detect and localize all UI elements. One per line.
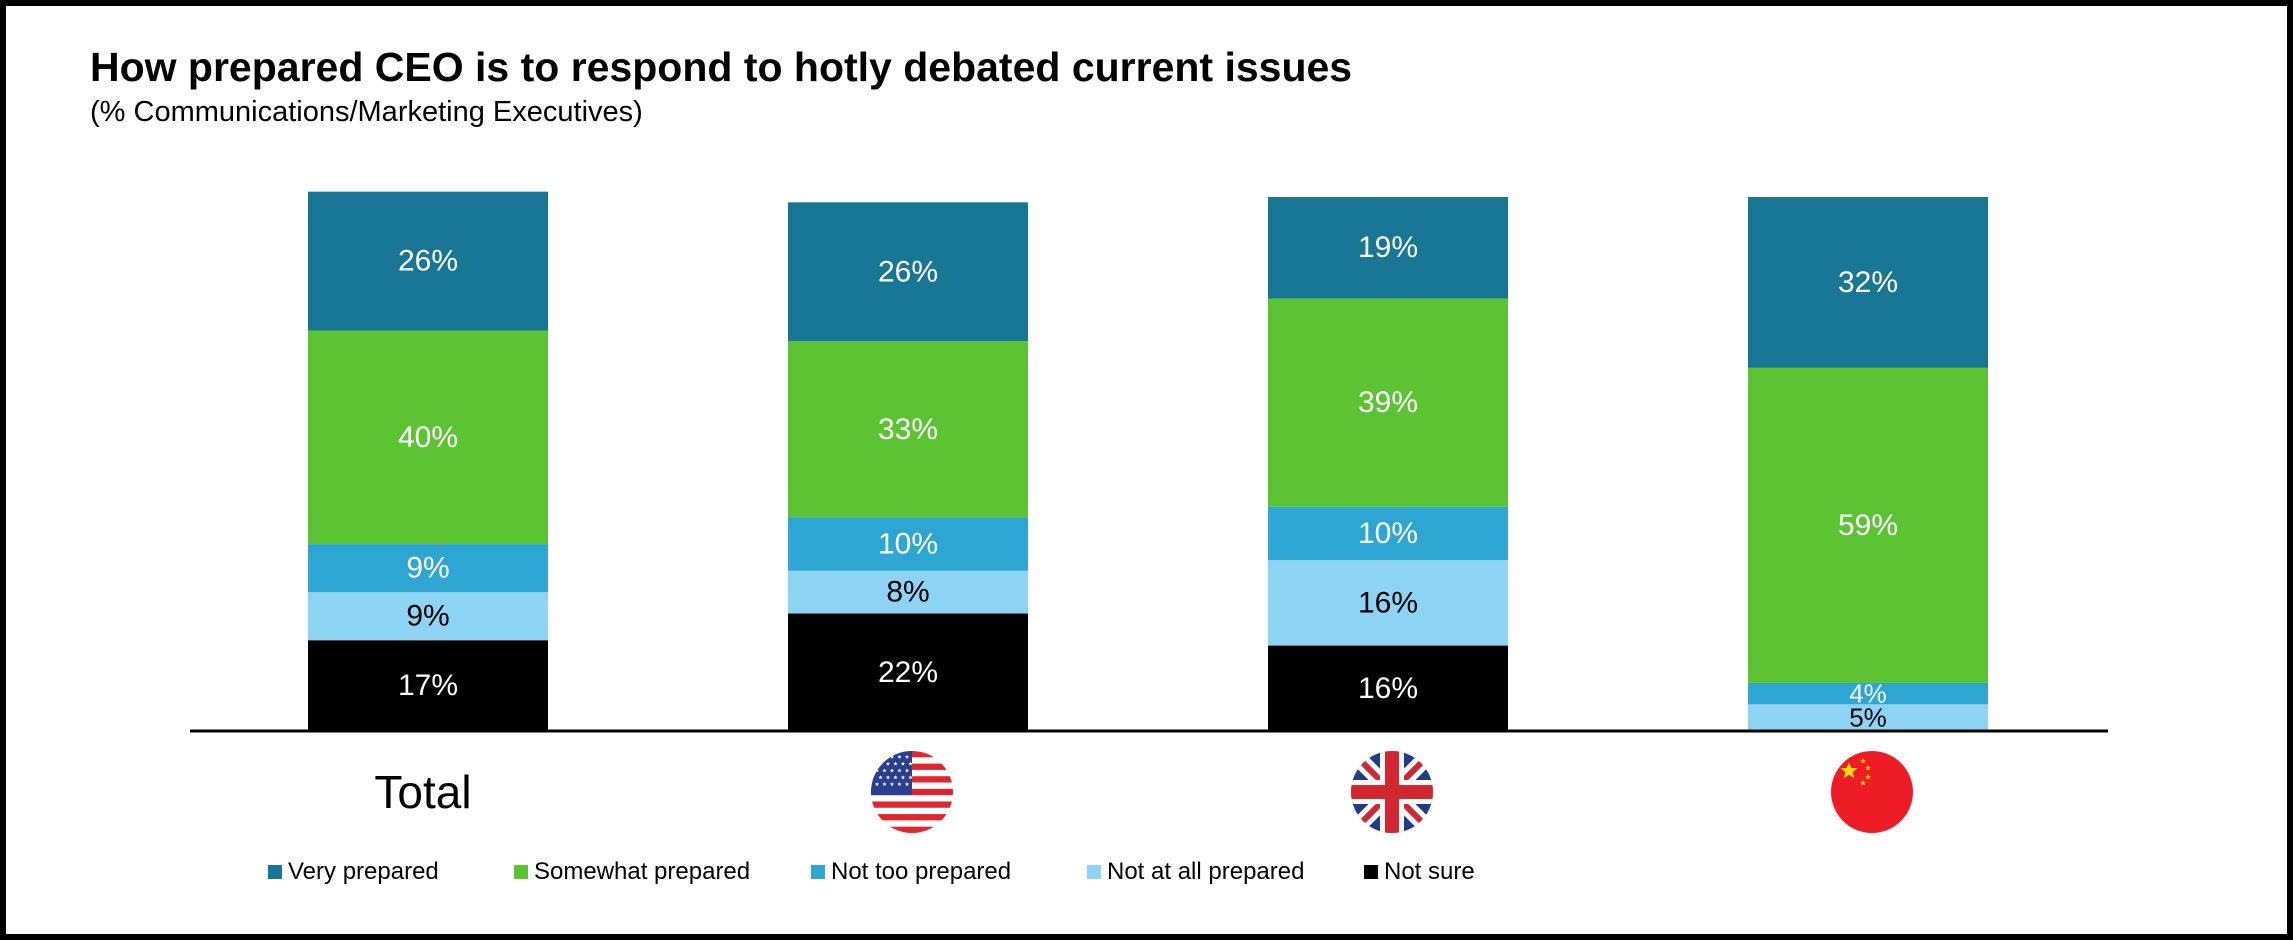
legend-swatch	[268, 865, 282, 879]
bar-segment-very-prepared	[788, 202, 1028, 342]
legend-swatch	[514, 865, 528, 879]
data-label: 17%	[398, 669, 458, 702]
bar-segment-not-too-prepared	[1748, 682, 1988, 705]
bar-segment-somewhat-prepared	[788, 341, 1028, 518]
legend-label: Somewhat prepared	[534, 858, 751, 885]
data-label: 59%	[1838, 509, 1898, 542]
data-label: 4%	[1849, 679, 1887, 709]
data-label: 19%	[1358, 231, 1418, 264]
data-label: 39%	[1358, 386, 1418, 419]
bar-stack: 5%4% 59% 32%	[1748, 197, 1988, 733]
data-label: 40%	[398, 421, 458, 454]
bar-segment-not-sure	[1268, 645, 1508, 731]
legend-item-not-sure: Not sure	[1364, 858, 1484, 886]
legend-label: Not too prepared	[831, 858, 1012, 885]
bar-segment-not-sure	[308, 640, 548, 731]
legend-label: Not sure	[1384, 858, 1475, 885]
legend-item-very-prepared: Very prepared	[268, 858, 514, 886]
bar-stack: 22% 8% 10% 33% 26%	[788, 202, 1028, 731]
bar-segment-not-too-prepared	[308, 544, 548, 593]
bar-segment-somewhat-prepared	[1268, 298, 1508, 507]
x-tick-label: Total	[374, 766, 471, 818]
data-label: 5%	[1849, 703, 1887, 733]
data-label: 22%	[878, 656, 938, 689]
legend-item-not-too-prepared: Not too prepared	[811, 858, 1087, 886]
data-label: 33%	[878, 413, 938, 446]
bar-stack: 16% 16% 10% 39% 19%	[1268, 197, 1508, 731]
legend-label: Not at all prepared	[1107, 858, 1305, 885]
bar-segment-very-prepared	[1748, 197, 1988, 368]
legend-swatch	[1087, 865, 1101, 879]
bar-segment-not-at-all-prepared	[788, 570, 1028, 614]
data-label: 8%	[886, 576, 929, 609]
data-label: 9%	[406, 552, 449, 585]
data-label: 10%	[1358, 517, 1418, 550]
chart-legend: Very prepared Somewhat prepared Not too pr…	[268, 858, 1484, 886]
data-label: 32%	[1838, 266, 1898, 299]
bar-segment-somewhat-prepared	[1748, 367, 1988, 683]
data-label: 9%	[406, 600, 449, 633]
legend-item-not-at-all-prepared: Not at all prepared	[1087, 858, 1364, 886]
bar-segment-very-prepared	[1268, 197, 1508, 299]
uk-flag-icon	[1351, 751, 1433, 833]
legend-label: Very prepared	[288, 858, 439, 885]
bar-segment-not-at-all-prepared	[1748, 704, 1988, 731]
bar-segment-not-at-all-prepared	[308, 592, 548, 641]
bar-segment-not-at-all-prepared	[1268, 560, 1508, 646]
data-label: 26%	[878, 255, 938, 288]
chart-title: How prepared CEO is to respond to hotly …	[90, 44, 1353, 90]
china-flag-icon	[1831, 751, 1913, 833]
bar-segment-not-too-prepared	[1268, 506, 1508, 561]
bar-segment-not-sure	[788, 613, 1028, 731]
bar-segment-very-prepared	[308, 191, 548, 331]
bar-stack: 17% 9% 9% 40% 26%	[308, 191, 548, 731]
us-flag-icon	[871, 751, 953, 833]
legend-swatch	[1364, 865, 1378, 879]
bar-segment-somewhat-prepared	[308, 330, 548, 545]
bars-group: 17%9%9%40%26%22%8%10%33%26%16%16%10%39%1…	[308, 191, 1988, 733]
legend-item-somewhat-prepared: Somewhat prepared	[514, 858, 811, 886]
data-label: 16%	[1358, 586, 1418, 619]
data-label: 16%	[1358, 672, 1418, 705]
chart-subtitle: (% Communications/Marketing Executives)	[90, 96, 643, 128]
bar-segment-not-too-prepared	[788, 517, 1028, 571]
legend-swatch	[811, 865, 825, 879]
data-label: 26%	[398, 245, 458, 278]
data-label: 10%	[878, 528, 938, 561]
x-axis-labels: Total	[374, 751, 1913, 833]
